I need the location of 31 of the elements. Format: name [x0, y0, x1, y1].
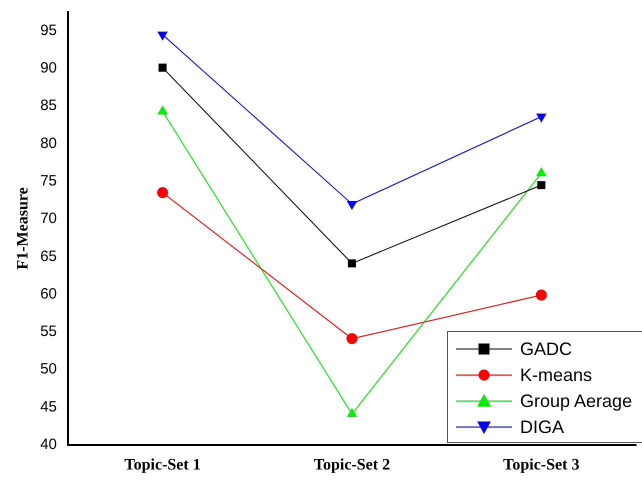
- point: [157, 187, 168, 198]
- x-tick-label: Topic-Set 2: [314, 456, 390, 474]
- y-tick-label: 65: [40, 248, 57, 265]
- y-tick-label: 90: [40, 60, 57, 77]
- y-tick-label: 95: [40, 22, 57, 39]
- y-tick-label: 40: [40, 436, 57, 453]
- point: [346, 333, 358, 344]
- point: [536, 168, 546, 176]
- point: [537, 181, 546, 190]
- y-tick-label: 50: [40, 360, 57, 378]
- legend-label: Group Aerage: [520, 390, 632, 412]
- y-tick-label: 70: [40, 210, 57, 228]
- legend-label: DIGA: [520, 416, 564, 438]
- legend-label: GADC: [520, 338, 572, 360]
- point: [536, 114, 546, 122]
- y-axis-title: F1-Measure: [14, 187, 32, 270]
- point: [536, 290, 547, 301]
- y-tick-label: 55: [40, 323, 57, 340]
- point: [347, 200, 357, 210]
- y-tick-label: 85: [40, 97, 57, 114]
- x-tick-label: Topic-Set 1: [124, 456, 201, 474]
- point: [347, 408, 357, 417]
- y-tick-label: 80: [40, 134, 57, 152]
- point: [348, 259, 356, 268]
- point: [158, 32, 168, 40]
- y-tick-label: 75: [40, 172, 57, 190]
- point: [158, 64, 167, 72]
- y-tick-label: 45: [40, 398, 57, 416]
- y-tick-label: 60: [40, 285, 57, 302]
- legend-label: K-means: [520, 364, 592, 386]
- x-tick-label: Topic-Set 3: [503, 456, 580, 474]
